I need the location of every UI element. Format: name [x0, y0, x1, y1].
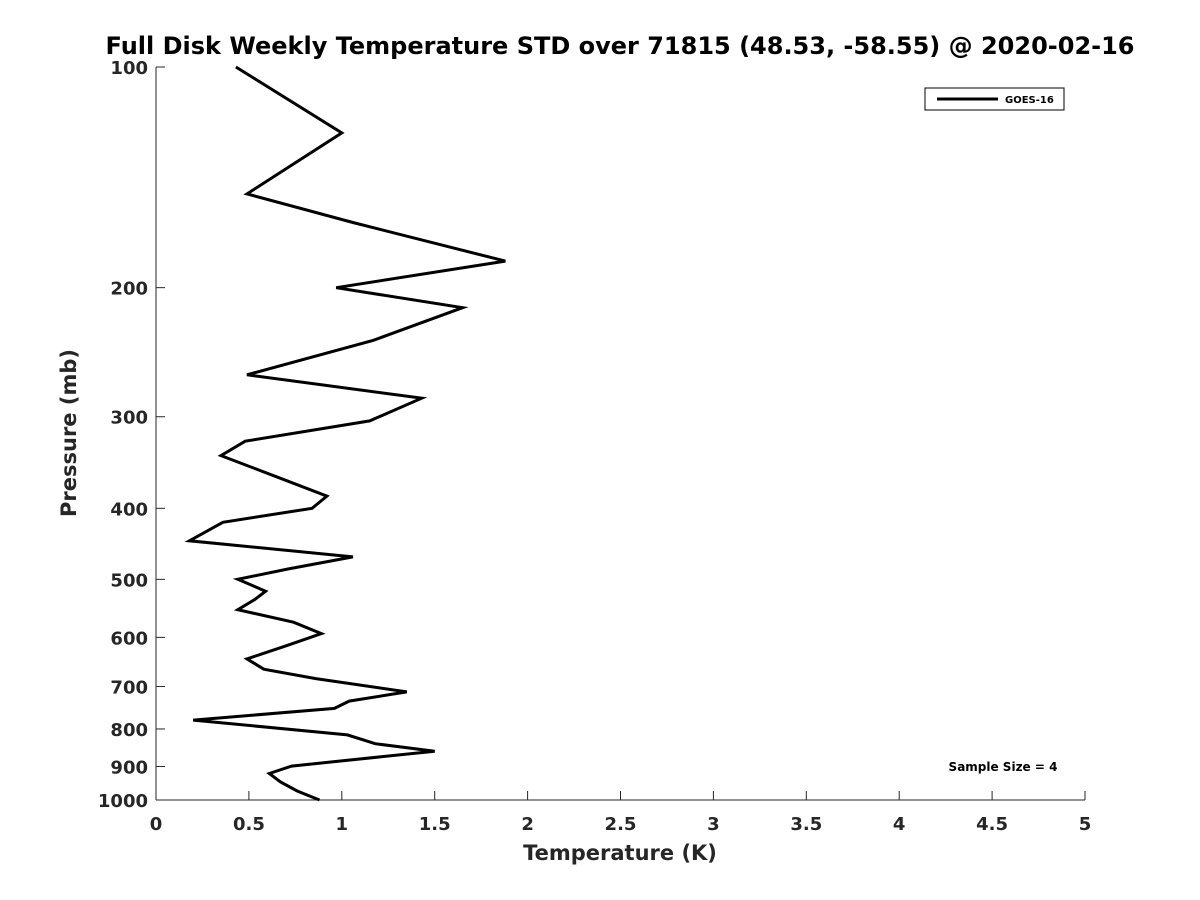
y-tick-label: 800	[110, 720, 148, 741]
x-tick-label: 1	[336, 814, 349, 835]
y-tick-label: 300	[110, 408, 148, 429]
x-tick-label: 4	[893, 814, 906, 835]
x-tick-label: 3.5	[790, 814, 822, 835]
x-tick-label: 0	[150, 814, 163, 835]
x-tick-label: 0.5	[233, 814, 265, 835]
sample-size-annotation: Sample Size = 4	[949, 760, 1058, 774]
x-tick-label: 3	[707, 814, 720, 835]
x-tick-label: 4.5	[976, 814, 1008, 835]
x-tick-label: 5	[1079, 814, 1092, 835]
series-line-goes-16	[184, 65, 506, 802]
x-axis-label: Temperature (K)	[523, 841, 717, 865]
y-tick-label: 700	[110, 677, 148, 698]
x-tick-label: 2.5	[605, 814, 637, 835]
legend: GOES-16	[924, 87, 1065, 111]
y-tick-label: 200	[110, 279, 148, 300]
x-tick-label: 2	[521, 814, 534, 835]
legend-label-goes-16: GOES-16	[1005, 95, 1054, 106]
y-tick-label: 100	[110, 58, 148, 79]
x-tick-label: 1.5	[419, 814, 451, 835]
chart-title: Full Disk Weekly Temperature STD over 71…	[106, 32, 1135, 60]
y-tick-label: 500	[110, 570, 148, 591]
y-tick-label: 600	[110, 628, 148, 649]
plot-area: 0 0.5 1 1.5 2 2.5 3 3.5 4 4.5 5 100 200 300 400 500 600 7…	[98, 58, 1091, 835]
y-tick-label: 1000	[98, 791, 148, 812]
y-axis-label: Pressure (mb)	[57, 349, 81, 517]
y-tick-label: 900	[110, 757, 148, 778]
y-tick-label: 400	[110, 499, 148, 520]
